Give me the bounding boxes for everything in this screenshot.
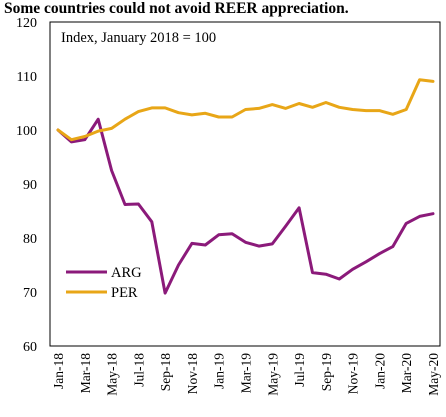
- x-tick-label: May-20: [426, 353, 441, 396]
- legend: ARG PER: [66, 265, 142, 301]
- x-tick-label: Jan-19: [212, 353, 227, 389]
- x-tick-label: Mar-18: [78, 353, 93, 393]
- x-axis-ticks: Jan-18 Mar-18 May-18 Jul-18 Sep-18 Nov-18 Jan-…: [51, 353, 441, 396]
- x-tick-label: Mar-20: [399, 353, 414, 393]
- plot-frame: [49, 21, 441, 347]
- legend-label-arg: ARG: [111, 265, 142, 281]
- series-line-arg: [56, 117, 435, 295]
- legend-label-per: PER: [111, 285, 138, 301]
- x-tick-label: Sep-19: [319, 353, 334, 391]
- y-tick-label: 70: [23, 286, 37, 301]
- x-tick-label: Mar-19: [239, 353, 254, 393]
- x-tick-label: Nov-18: [185, 353, 200, 394]
- y-tick-label: 110: [17, 70, 37, 85]
- x-tick-label: May-18: [105, 353, 120, 396]
- chart-title: Some countries could not avoid REER appr…: [4, 0, 349, 17]
- x-tick-label: Sep-18: [158, 353, 173, 391]
- x-tick-label: Jan-20: [372, 353, 387, 389]
- x-tick-label: Jul-19: [292, 353, 307, 387]
- y-tick-label: 80: [23, 232, 37, 247]
- series-line-per: [56, 78, 435, 142]
- x-tick-label: Nov-19: [346, 353, 361, 394]
- y-axis-ticks: 60 70 80 90 100 110 120: [16, 16, 37, 355]
- y-tick-label: 90: [23, 178, 37, 193]
- y-tick-label: 100: [16, 124, 37, 139]
- y-tick-label: 60: [23, 340, 37, 355]
- x-tick-label: Jul-18: [131, 353, 146, 387]
- x-tick-label: May-19: [265, 353, 280, 396]
- chart-annotation: Index, January 2018 = 100: [61, 30, 216, 46]
- x-tick-label: Jan-18: [51, 353, 66, 389]
- y-tick-label: 120: [16, 16, 37, 31]
- series-lines: [56, 78, 435, 295]
